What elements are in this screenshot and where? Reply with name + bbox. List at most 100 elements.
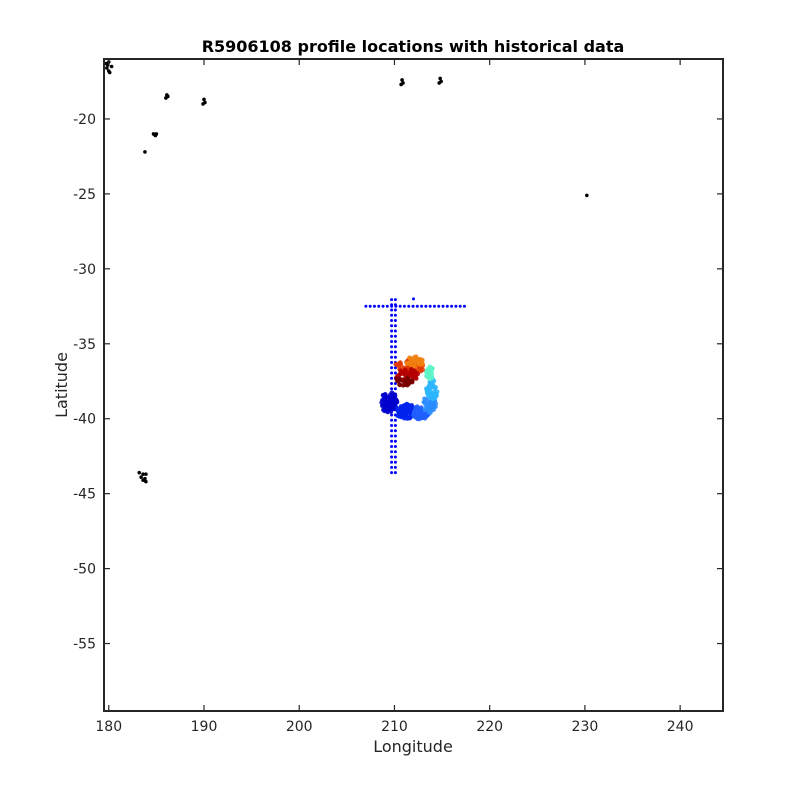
historical-point: [393, 298, 397, 302]
historical-point: [437, 304, 441, 308]
historical-point: [390, 329, 394, 333]
y-tick-label: -35: [73, 337, 96, 353]
land-point: [144, 472, 148, 476]
profile-point: [412, 364, 418, 370]
historical-point: [393, 308, 397, 312]
profile-point: [407, 355, 412, 361]
historical-point: [393, 434, 397, 438]
profile-point: [406, 361, 411, 366]
profile-point: [400, 378, 406, 384]
land-point: [438, 76, 442, 81]
historical-point: [458, 304, 462, 308]
historical-point: [424, 304, 428, 308]
profile-point: [415, 371, 421, 377]
profile-point: [419, 415, 425, 421]
y-axis-title: Latitude: [52, 352, 71, 418]
plot-frame: [103, 58, 724, 712]
x-tick-label: 190: [191, 719, 218, 735]
historical-point: [393, 455, 397, 459]
profile-point: [389, 403, 395, 408]
x-tick-label: 230: [572, 719, 599, 735]
profile-point: [414, 405, 419, 411]
land-point: [141, 478, 145, 482]
historical-point: [445, 304, 449, 308]
profile-point: [404, 401, 410, 407]
profile-point: [430, 401, 436, 407]
land-point: [401, 81, 405, 85]
land-point: [153, 133, 158, 138]
profile-point: [384, 408, 389, 413]
profile-point: [413, 354, 419, 359]
profile-point: [404, 408, 410, 414]
profile-locations-layer: [379, 354, 440, 422]
historical-point: [393, 371, 397, 375]
historical-point: [407, 304, 411, 308]
profile-point: [424, 406, 430, 411]
profile-point: [384, 399, 390, 405]
x-axis-title: Longitude: [373, 737, 453, 756]
historical-point: [393, 387, 397, 391]
historical-point: [390, 444, 394, 448]
historical-point: [462, 304, 466, 308]
historical-point: [412, 297, 415, 301]
historical-point: [393, 465, 397, 469]
y-tick-label: -55: [73, 637, 96, 653]
profile-point: [380, 392, 386, 398]
land-point: [439, 79, 443, 84]
historical-point: [390, 366, 394, 370]
profile-point: [417, 407, 423, 412]
profile-point: [413, 375, 418, 380]
x-tick-label: 200: [286, 719, 313, 735]
historical-point: [393, 439, 397, 443]
historical-point: [454, 304, 458, 308]
historical-point: [450, 304, 454, 308]
profile-point: [409, 378, 415, 383]
profile-point: [399, 414, 404, 420]
historical-point: [390, 313, 394, 317]
historical-point: [390, 471, 394, 475]
historical-point: [411, 304, 415, 308]
historical-point: [393, 313, 397, 317]
historical-point: [390, 340, 394, 344]
historical-point: [390, 382, 394, 386]
historical-point: [390, 350, 394, 354]
profile-point: [392, 393, 398, 399]
land-layer: [104, 60, 589, 484]
profile-point: [420, 361, 425, 367]
historical-point: [393, 444, 397, 448]
profile-point: [427, 371, 432, 377]
land-point: [137, 470, 142, 475]
profile-point: [428, 395, 434, 400]
profile-point: [412, 368, 417, 373]
land-point: [104, 61, 108, 66]
profile-point: [415, 414, 421, 420]
land-point: [141, 472, 145, 476]
profile-point: [396, 410, 402, 416]
profile-point: [408, 373, 414, 379]
profile-point: [397, 361, 402, 367]
land-point: [139, 475, 143, 479]
historical-point: [390, 319, 394, 323]
land-point: [166, 94, 170, 99]
historical-point: [385, 304, 389, 308]
historical-point: [390, 450, 394, 454]
profile-point: [416, 360, 421, 366]
profile-point: [431, 384, 436, 390]
land-point: [109, 64, 114, 69]
historical-point: [390, 434, 394, 438]
historical-point: [415, 304, 419, 308]
historical-point: [390, 371, 394, 375]
x-tick-label: 220: [476, 719, 503, 735]
profile-point: [395, 378, 400, 384]
historical-point: [390, 308, 394, 312]
land-point: [105, 66, 109, 70]
profile-point: [426, 385, 431, 391]
historical-point: [390, 376, 394, 380]
land-point: [400, 78, 404, 82]
profile-point: [409, 403, 414, 408]
land-point: [203, 100, 207, 105]
historical-point: [441, 304, 445, 308]
historical-point: [390, 355, 394, 359]
historical-point: [393, 450, 397, 454]
historical-point: [390, 460, 394, 464]
